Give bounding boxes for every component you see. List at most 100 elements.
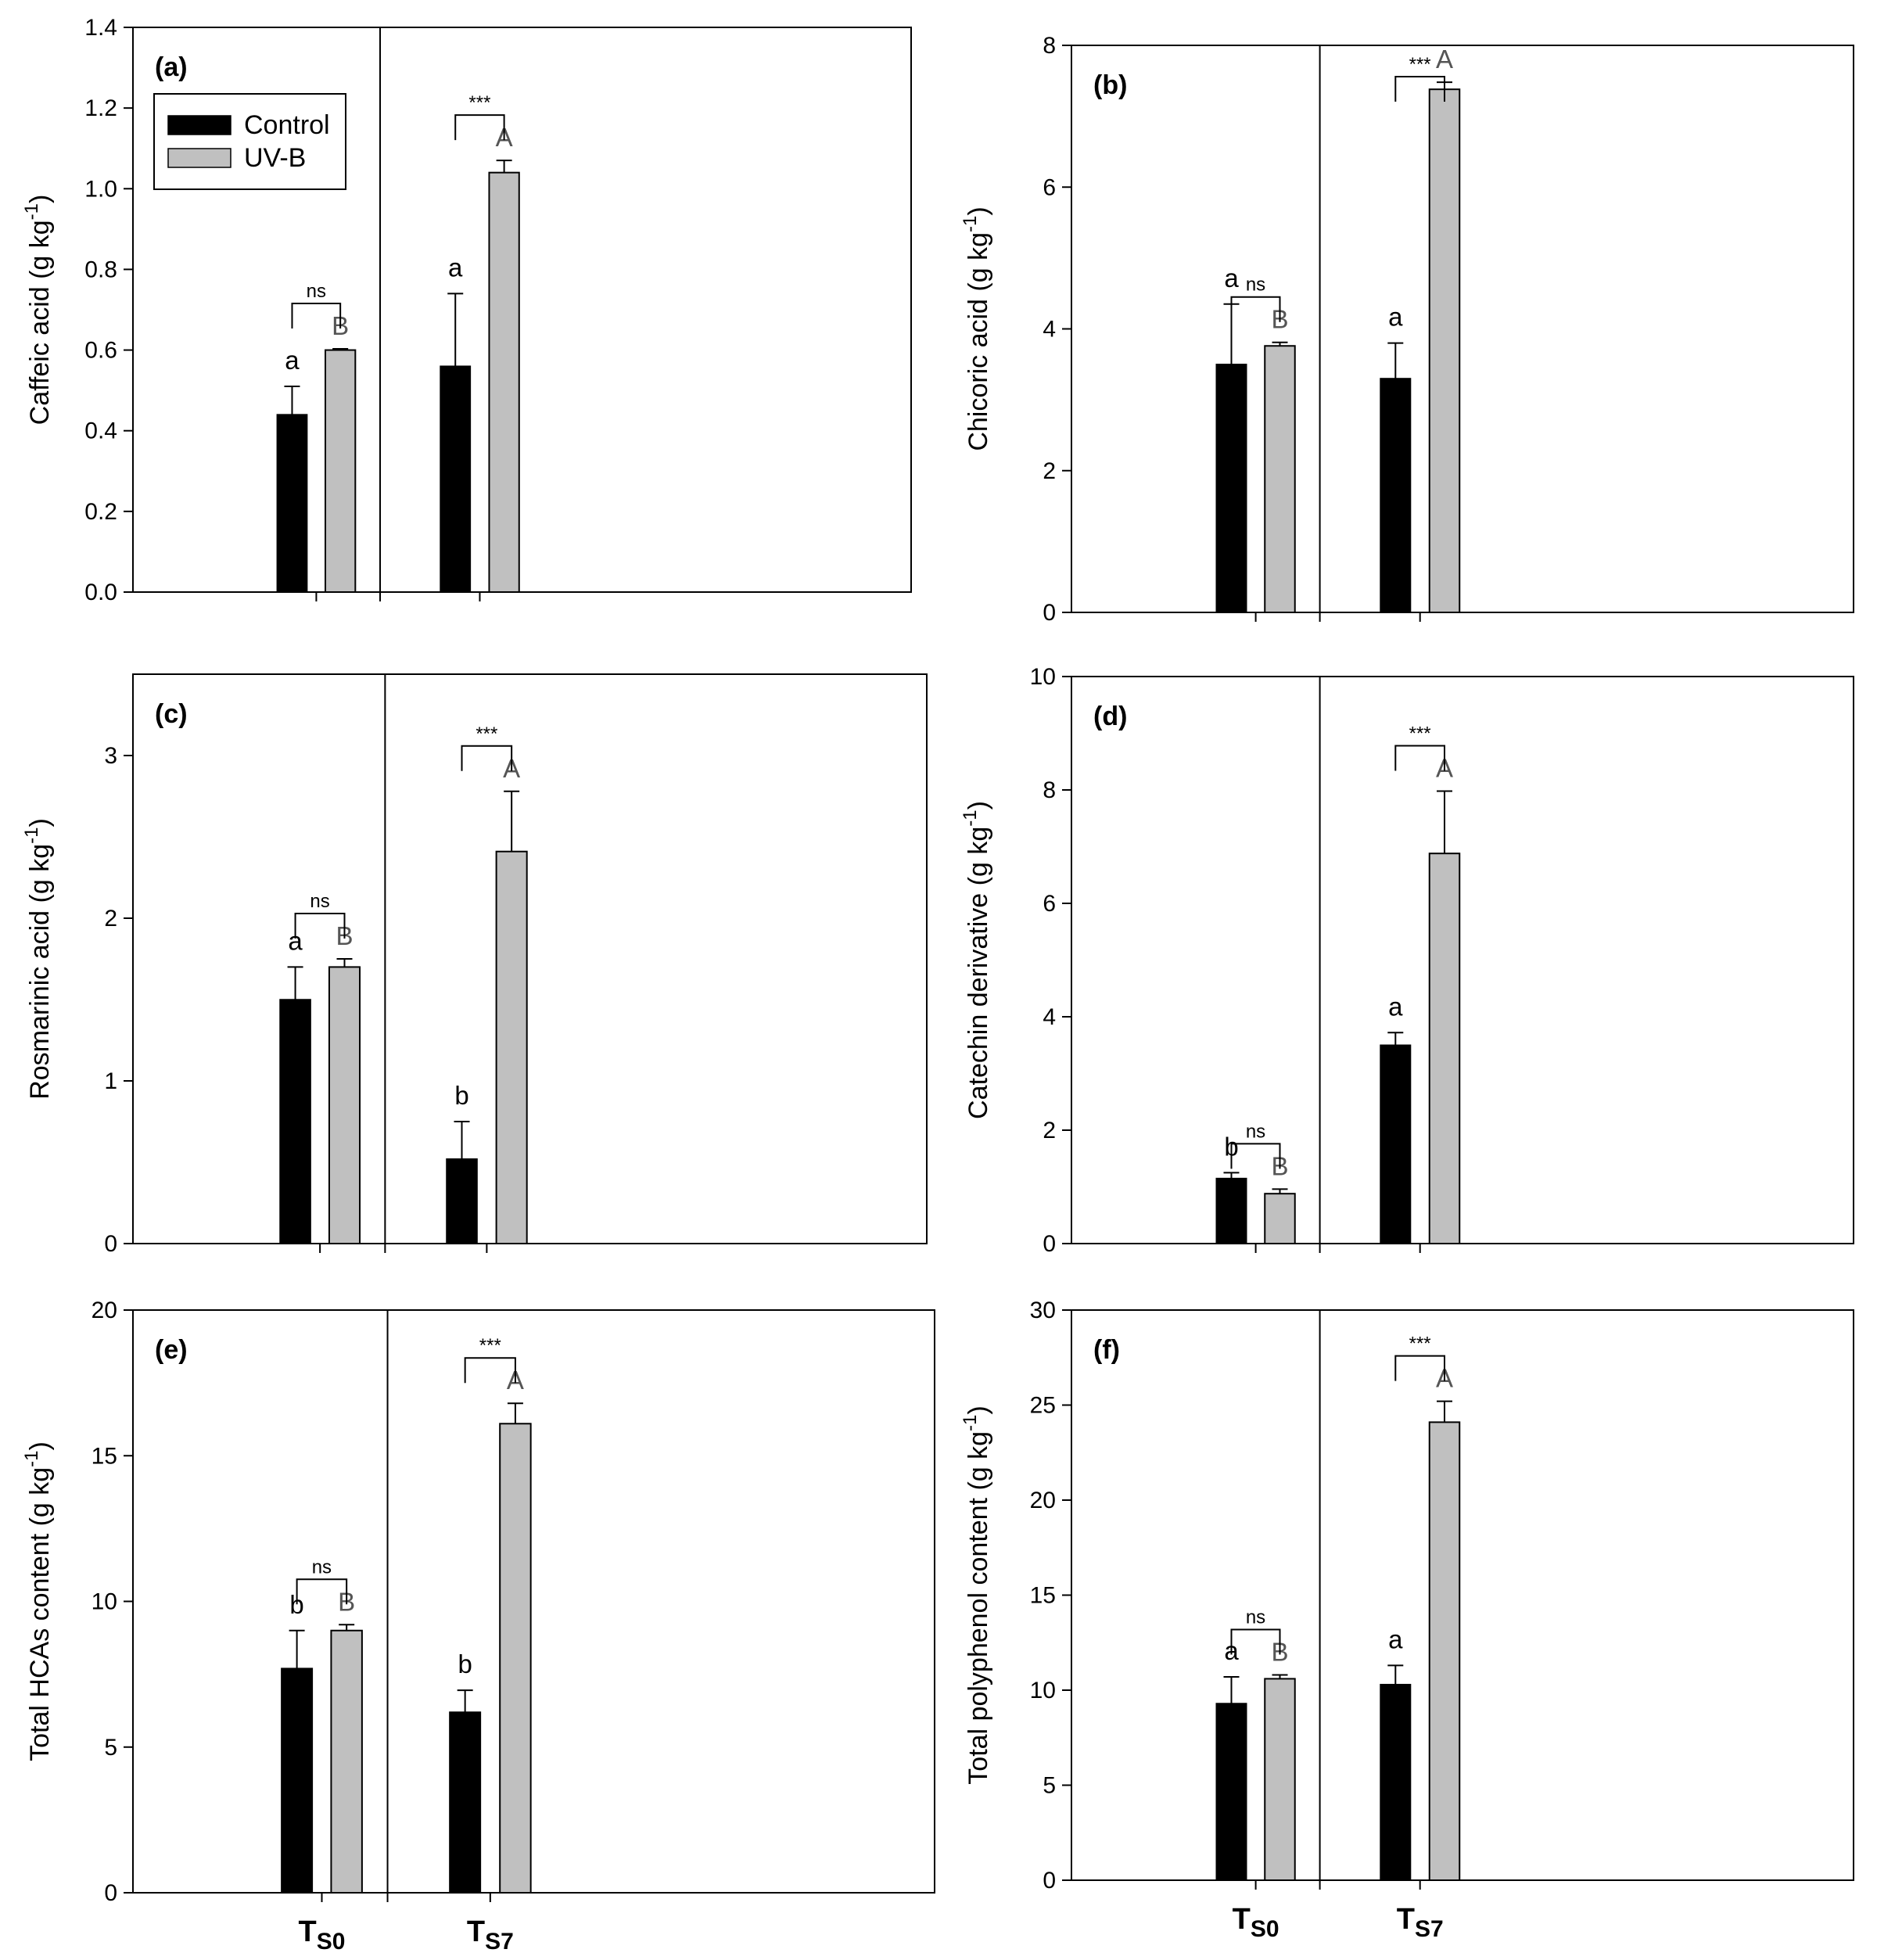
bar-uvb — [1428, 1421, 1461, 1881]
significance-bracket — [454, 114, 505, 141]
bar-uvb — [330, 1629, 363, 1894]
bar-control — [279, 999, 311, 1244]
y-axis-title-end: ) — [25, 195, 55, 203]
significance-bracket — [1394, 745, 1445, 771]
plot-frame — [132, 27, 912, 593]
y-tick-label: 0 — [1043, 1231, 1056, 1257]
chart-panel-6: 0 5 10 15 20 25 30 Total polyphenol content (g … — [960, 1298, 1854, 1942]
y-tick-label: 0.6 — [84, 338, 117, 364]
y-axis-title-end: ) — [964, 1405, 993, 1414]
y-axis-title: Catechin derivative (g kg-1) — [960, 801, 993, 1119]
y-axis-title: Rosmarinic acid (g kg-1) — [21, 818, 55, 1100]
panel-label: (b) — [1093, 70, 1127, 100]
y-axis-title-end: ) — [25, 1441, 55, 1450]
significance-marker: *** — [1409, 54, 1431, 75]
y-axis-title: Total polyphenol content (g kg-1) — [960, 1405, 993, 1784]
y-tick-label: 6 — [1043, 174, 1056, 200]
bar-uvb — [1264, 1193, 1296, 1244]
group-label: TS0 — [1233, 1903, 1279, 1942]
significance-marker: ns — [1246, 1607, 1265, 1628]
y-axis-title-main: Total polyphenol content (g kg — [964, 1431, 993, 1785]
significance-marker: ns — [307, 281, 326, 302]
group-label-sub: S0 — [1251, 1916, 1279, 1942]
plot-frame — [1071, 45, 1854, 613]
group-label-main: T — [1233, 1903, 1251, 1936]
legend-label-control: Control — [244, 110, 330, 140]
bar-control — [1380, 1683, 1412, 1881]
plot-frame — [1071, 676, 1854, 1244]
significance-letter-control: b — [458, 1649, 472, 1678]
legend-box — [153, 93, 346, 190]
y-axis-title: Total HCAs content (g kg-1) — [21, 1441, 55, 1761]
significance-marker: *** — [479, 1335, 501, 1356]
y-tick-label: 4 — [1043, 317, 1056, 343]
y-tick-label: 10 — [1030, 664, 1056, 690]
significance-letter-control: a — [1388, 992, 1403, 1021]
significance-bracket — [1394, 1355, 1445, 1381]
plot-frame — [1071, 1309, 1854, 1881]
y-tick-label: 0.8 — [84, 257, 117, 282]
significance-bracket — [1394, 76, 1445, 102]
y-axis-title-superscript: -1 — [960, 809, 981, 826]
y-tick-label: 1 — [104, 1068, 117, 1094]
y-tick-label: 2 — [1043, 1118, 1056, 1143]
y-axis-title-superscript: -1 — [21, 1450, 42, 1466]
y-tick-label: 0 — [1043, 600, 1056, 626]
bar-control — [440, 365, 472, 593]
bar-uvb — [325, 349, 357, 593]
bar-control — [1380, 1044, 1412, 1244]
group-label-sub: S0 — [317, 1929, 346, 1955]
group-label-main: T — [467, 1915, 485, 1948]
y-axis-title: Chicoric acid (g kg-1) — [960, 206, 993, 451]
significance-letter-control: a — [1224, 264, 1239, 293]
significance-marker: ns — [310, 891, 329, 912]
group-label: TS7 — [1397, 1903, 1444, 1942]
y-tick-label: 0.2 — [84, 499, 117, 525]
bar-uvb — [1264, 345, 1296, 613]
bar-control — [1380, 378, 1412, 613]
bar-uvb — [495, 850, 528, 1244]
group-label-main: T — [299, 1915, 317, 1948]
significance-letter-control: a — [1388, 303, 1403, 332]
bar-control — [1215, 1177, 1247, 1244]
bar-control — [1215, 1703, 1247, 1881]
y-axis-title-superscript: -1 — [960, 216, 981, 232]
legend-label-uvb: UV-B — [244, 143, 306, 173]
significance-marker: *** — [468, 92, 490, 113]
bar-uvb — [328, 966, 361, 1245]
y-tick-label: 15 — [1030, 1583, 1056, 1609]
bar-control — [1215, 364, 1247, 613]
significance-letter-control: a — [288, 926, 303, 955]
y-axis-title-end: ) — [964, 206, 993, 215]
y-axis-title: Caffeic acid (g kg-1) — [21, 195, 55, 425]
group-label: TS0 — [299, 1915, 346, 1955]
panel-label: (f) — [1093, 1335, 1120, 1365]
significance-marker: *** — [1409, 723, 1431, 744]
significance-bracket — [461, 745, 513, 771]
y-tick-label: 5 — [1043, 1773, 1056, 1799]
significance-letter-control: b — [454, 1081, 468, 1110]
y-tick-label: 1.4 — [84, 15, 117, 41]
y-tick-label: 3 — [104, 743, 117, 769]
y-tick-label: 8 — [1043, 777, 1056, 803]
y-tick-label: 0 — [104, 1231, 117, 1257]
significance-letter-uvb: A — [1436, 45, 1453, 74]
group-label-sub: S7 — [1415, 1916, 1444, 1942]
y-axis-title-end: ) — [25, 818, 55, 827]
y-tick-label: 1.0 — [84, 176, 117, 202]
y-tick-label: 10 — [92, 1589, 117, 1615]
bar-uvb — [1428, 853, 1461, 1244]
significance-letter-control: a — [285, 346, 300, 375]
bar-uvb — [1264, 1678, 1296, 1881]
group-label: TS7 — [467, 1915, 514, 1955]
y-tick-label: 0 — [1043, 1868, 1056, 1894]
significance-bracket — [464, 1357, 516, 1384]
y-tick-label: 8 — [1043, 33, 1056, 59]
group-label-sub: S7 — [485, 1929, 514, 1955]
y-axis-title-main: Total HCAs content (g kg — [25, 1467, 55, 1761]
significance-letter-control: a — [1388, 1624, 1403, 1653]
y-axis-title-superscript: -1 — [960, 1415, 981, 1431]
